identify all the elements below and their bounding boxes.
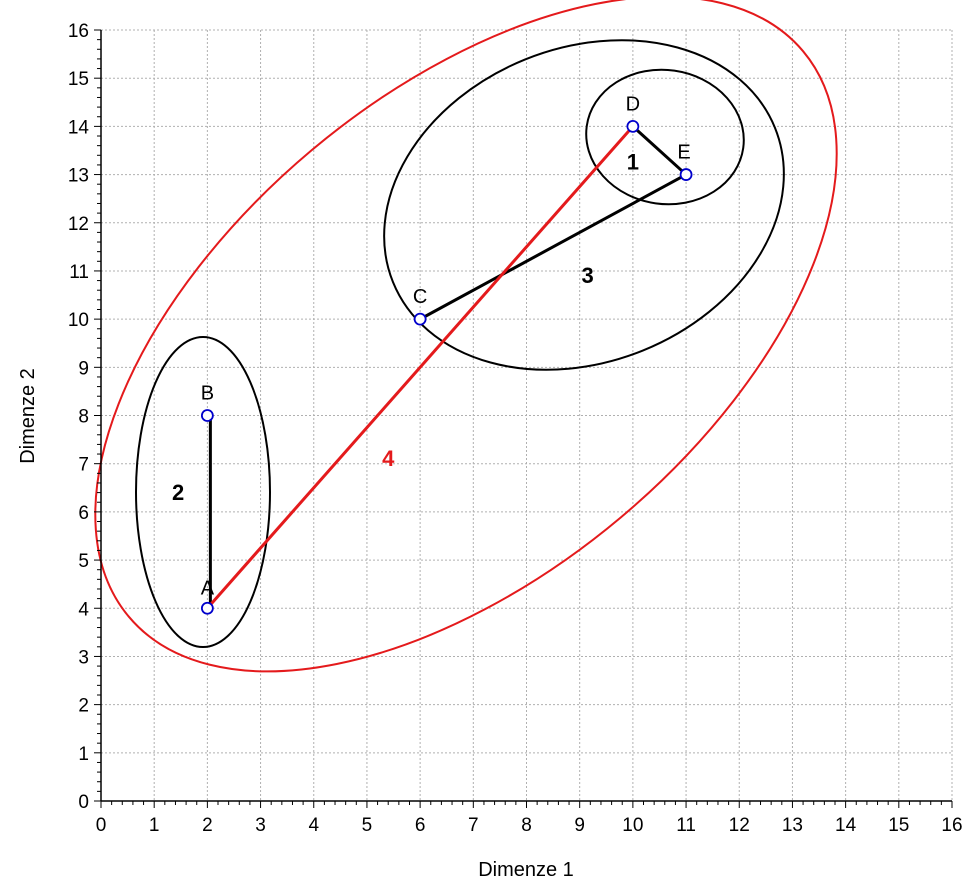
x-tick-label: 11	[676, 815, 696, 836]
x-tick-label: 6	[415, 815, 426, 836]
x-tick-label: 10	[622, 815, 643, 836]
cluster-4-ellipse	[94, 0, 838, 673]
point-label-C: C	[413, 286, 427, 308]
y-tick-label: 12	[68, 214, 89, 235]
x-tick-label: 14	[835, 815, 857, 836]
x-tick-label: 1	[149, 815, 160, 836]
x-tick-label: 9	[574, 815, 585, 836]
labels: A B C D E 1 2 3 4	[172, 93, 691, 599]
y-tick-label: 8	[78, 407, 89, 428]
y-tick-label: 10	[68, 310, 89, 331]
point-C	[413, 312, 427, 326]
point-E	[679, 168, 693, 181]
point-label-B: B	[201, 383, 214, 405]
x-tick-label: 5	[362, 815, 373, 836]
y-tick-label: 14	[68, 117, 90, 138]
point-label-D: D	[626, 93, 640, 115]
y-tick-label: 1	[78, 744, 89, 765]
cluster-links	[206, 125, 688, 610]
cluster-label-3: 3	[582, 263, 594, 288]
y-tick-label: 7	[78, 455, 89, 476]
point-label-A: A	[201, 577, 215, 599]
cluster-label-2: 2	[172, 480, 184, 505]
y-tick-label: 5	[78, 551, 89, 572]
cluster-label-1: 1	[627, 150, 639, 175]
y-tick-label: 9	[78, 358, 89, 379]
x-tick-label: 8	[521, 815, 532, 836]
y-tick-label: 11	[69, 262, 89, 283]
cluster-1-ellipse	[585, 68, 745, 206]
y-tick-label: 13	[68, 166, 89, 187]
link-C-E	[419, 173, 687, 321]
point-label-E: E	[677, 142, 690, 164]
y-axis-title: Dimenze 2	[17, 368, 39, 464]
x-tick-label: 3	[255, 815, 266, 836]
cluster-3-ellipse	[383, 39, 785, 371]
x-tick-label: 12	[729, 815, 750, 836]
y-tick-label: 4	[78, 599, 89, 620]
x-tick-label: 4	[308, 815, 319, 836]
y-tick-label: 0	[78, 792, 89, 813]
x-tick-label: 0	[96, 815, 107, 836]
cluster-2-ellipse	[135, 336, 271, 648]
cluster-label-4: 4	[382, 446, 395, 471]
axes: 0 1 2 3 4 5 6 7 8 9 10 11 12 13 14 15 160123456789101112…	[68, 21, 963, 836]
point-D	[626, 119, 640, 133]
link-D-E	[631, 125, 688, 176]
x-axis-title: Dimenze 1	[478, 859, 574, 881]
y-tick-label: 16	[68, 21, 89, 42]
y-tick-label: 2	[78, 696, 89, 717]
x-tick-label: 16	[941, 815, 962, 836]
point-B	[200, 409, 214, 422]
y-tick-label: 6	[78, 503, 89, 524]
data-points	[200, 119, 693, 615]
x-tick-label: 7	[468, 815, 479, 836]
x-tick-label: 2	[202, 815, 213, 836]
point-A	[200, 601, 214, 615]
cluster-ellipses	[94, 0, 838, 673]
y-tick-label: 3	[78, 647, 89, 668]
x-tick-label: 13	[782, 815, 803, 836]
x-tick-label: 15	[888, 815, 909, 836]
link-A-D	[206, 125, 634, 610]
y-tick-label: 15	[68, 69, 89, 90]
grid	[101, 29, 953, 801]
